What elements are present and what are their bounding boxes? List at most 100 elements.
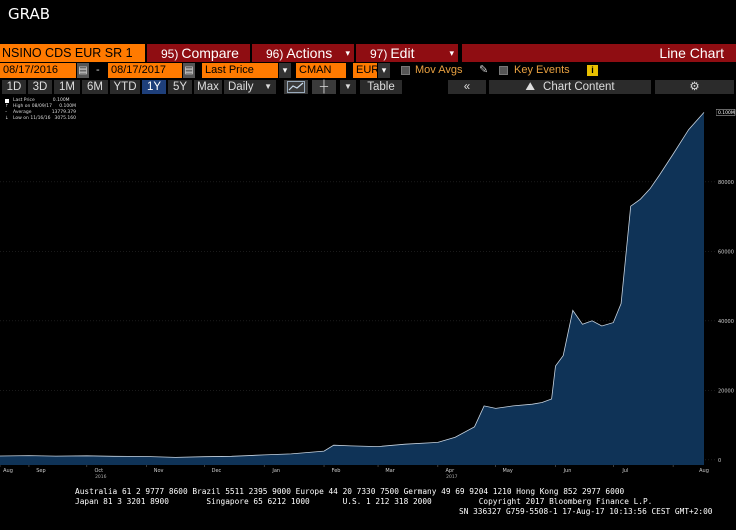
x-tick-label: Aug (699, 468, 709, 474)
edit-menu-number: 97) (370, 47, 388, 61)
chart-content-button[interactable]: ⛰ Chart Content (489, 80, 651, 94)
x-tick-label: May (503, 468, 513, 474)
edit-menu-label: Edit (390, 45, 415, 61)
chevron-down-icon: ▾ (449, 48, 454, 58)
x-year-label: 2017 (446, 474, 458, 480)
period-toolbar: 1D 3D 1M 6M YTD 1Y 5Y Max Daily ▼ ┼ ▼ Ta… (0, 80, 736, 95)
source-input[interactable]: CMAN (296, 63, 346, 78)
chevron-down-icon[interactable]: ▼ (340, 80, 356, 94)
y-tick-label: 60000 (718, 249, 734, 255)
period-3d-button[interactable]: 3D (28, 80, 52, 94)
actions-menu-button[interactable]: 96) Actions ▾ (252, 44, 354, 62)
parameters-bar: 08/17/2016 ▤ - 08/17/2017 ▤ Last Price ▾… (0, 63, 736, 79)
footer-serial: SN 336327 G759-5508-1 17-Aug-17 10:13:56… (459, 507, 713, 516)
legend-row: ↑ High on 08/09/17 0.100M (5, 104, 76, 110)
pencil-icon[interactable]: ✎ (479, 64, 489, 76)
x-tick-label: Aug (3, 468, 13, 474)
legend-row: ↓ Low on 11/16/16 3075.160 (5, 116, 76, 122)
y-tick-label: 0 (718, 458, 721, 464)
mov-avgs-checkbox[interactable] (401, 66, 410, 75)
x-tick-label: Sep (36, 468, 45, 474)
x-axis: Aug Sep Oct Nov Dec Jan Feb Mar Apr May Jun Jul Aug 2… (0, 465, 709, 480)
x-tick-label: Mar (385, 468, 395, 474)
frequency-select[interactable]: Daily ▼ (224, 80, 276, 94)
start-date-input[interactable]: 08/17/2016 (0, 63, 76, 78)
actions-menu-number: 96) (266, 47, 284, 61)
crosshair-icon[interactable]: ┼ (312, 80, 336, 94)
command-bar: NSINO CDS EUR SR 1 95) Compare 96) Actions… (0, 44, 736, 62)
x-tick-label: Dec (212, 468, 222, 474)
x-tick-label: Jan (271, 468, 280, 474)
mov-avgs-label: Mov Avgs (415, 64, 463, 76)
compare-menu-button[interactable]: 95) Compare (147, 44, 250, 62)
field-select[interactable]: Last Price (202, 63, 278, 78)
collapse-icon[interactable]: « (448, 80, 486, 94)
chart-type-label: Line Chart (462, 44, 736, 62)
legend-marker: – (5, 110, 8, 115)
chevron-down-icon: ▼ (264, 82, 272, 91)
legend-row: – Average 13779.379 (5, 110, 76, 116)
y-tick-label: 40000 (718, 319, 734, 325)
footer-contacts-line2: Japan 81 3 3201 8900 Singapore 65 6212 1… (75, 497, 653, 506)
key-events-checkbox[interactable] (499, 66, 508, 75)
chart-icon: ⛰ (525, 81, 536, 93)
x-tick-label: Oct (94, 468, 103, 474)
period-5y-button[interactable]: 5Y (168, 80, 192, 94)
legend-label: Low on 11/16/16 (13, 116, 51, 121)
info-icon[interactable]: i (587, 65, 598, 76)
line-style-icon[interactable] (284, 80, 308, 94)
legend-row: Last Price 0.100M (5, 98, 76, 104)
legend-swatch (5, 99, 9, 103)
chart-legend: Last Price 0.100M ↑ High on 08/09/17 0.100M… (5, 98, 76, 122)
x-tick-label: Nov (154, 468, 164, 474)
actions-menu-label: Actions (286, 45, 333, 61)
period-1d-button[interactable]: 1D (2, 80, 26, 94)
period-1y-button[interactable]: 1Y (142, 80, 166, 94)
y-axis: 0 20000 40000 60000 80000 0.100M (716, 109, 736, 464)
security-field[interactable]: NSINO CDS EUR SR 1 (0, 44, 145, 62)
legend-label: Average (13, 110, 32, 115)
x-tick-label: Jul (621, 468, 628, 474)
last-value-tag (716, 109, 736, 116)
price-area (0, 112, 704, 465)
legend-marker: ↑ (5, 104, 9, 109)
x-tick-label: Feb (332, 468, 341, 474)
footer-contacts-line1: Australia 61 2 9777 8600 Brazil 5511 239… (75, 487, 625, 496)
period-max-button[interactable]: Max (194, 80, 222, 94)
compare-menu-number: 95) (161, 47, 179, 61)
period-ytd-button[interactable]: YTD (110, 80, 140, 94)
end-date-input[interactable]: 08/17/2017 (108, 63, 182, 78)
chart-content-label: Chart Content (543, 81, 615, 93)
legend-value: 0.100M (59, 104, 77, 109)
x-tick-label: Jun (563, 468, 572, 474)
chevron-down-icon[interactable]: ▾ (378, 63, 390, 78)
compare-menu-label: Compare (181, 45, 239, 61)
period-6m-button[interactable]: 6M (82, 80, 108, 94)
x-year-label: 2016 (95, 474, 107, 480)
x-tick-label: Apr (446, 468, 456, 474)
frequency-label: Daily (228, 81, 254, 93)
key-events-label: Key Events (514, 64, 570, 76)
price-line (0, 112, 705, 458)
last-value-label: 0.100M (718, 110, 735, 116)
legend-value: 0.100M (52, 98, 70, 103)
legend-label: High on 08/09/17 (13, 104, 53, 109)
date-separator: - (96, 64, 100, 76)
chevron-down-icon: ▾ (345, 48, 350, 58)
edit-menu-button[interactable]: 97) Edit ▾ (356, 44, 458, 62)
legend-value: 3075.160 (54, 116, 77, 121)
legend-marker: ↓ (5, 116, 9, 121)
calendar-icon[interactable]: ▤ (77, 63, 89, 78)
period-1m-button[interactable]: 1M (54, 80, 80, 94)
chevron-down-icon[interactable]: ▾ (279, 63, 291, 78)
y-tick-label: 20000 (718, 388, 734, 394)
legend-label: Last Price (13, 98, 35, 103)
currency-select[interactable]: EUR (353, 63, 379, 78)
table-button[interactable]: Table (360, 80, 402, 94)
settings-icon[interactable]: ⚙ (655, 80, 734, 94)
y-tick-label: 80000 (718, 180, 734, 186)
calendar-icon[interactable]: ▤ (183, 63, 195, 78)
legend-value: 13779.379 (51, 110, 77, 115)
window-title: GRAB (8, 5, 50, 23)
price-chart[interactable] (0, 95, 716, 465)
